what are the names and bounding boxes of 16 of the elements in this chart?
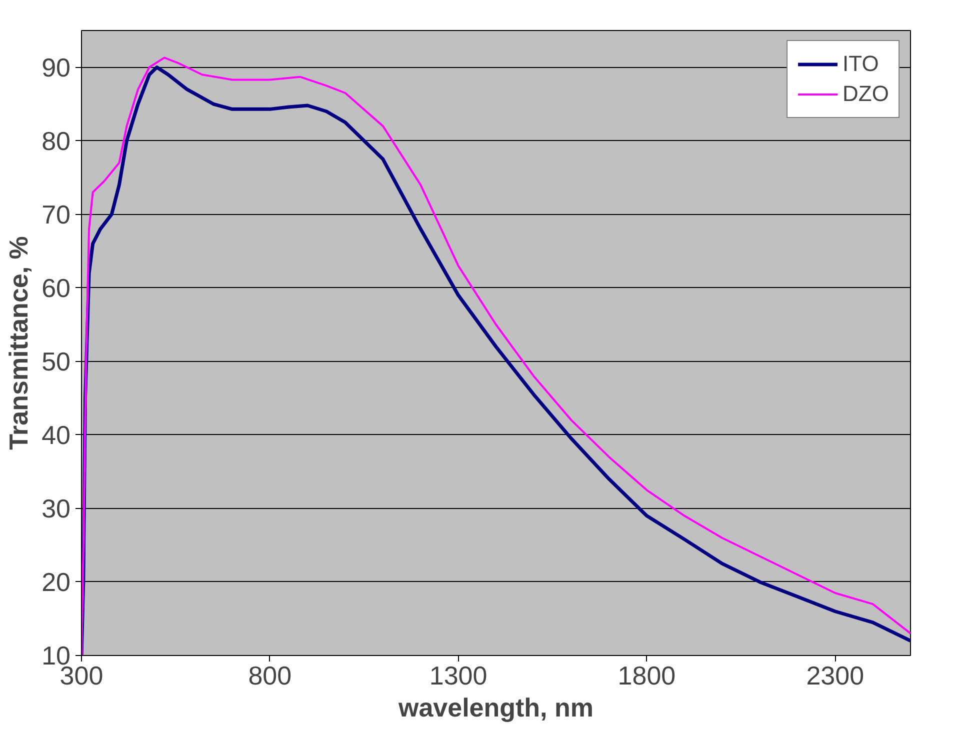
y-tick-label: 50: [42, 346, 70, 376]
y-tick-label: 40: [42, 420, 70, 450]
x-tick-label: 800: [248, 660, 292, 690]
y-tick-label: 80: [42, 126, 70, 156]
x-tick-label: 1800: [618, 660, 676, 690]
legend-label: ITO: [842, 51, 879, 77]
x-axis-title: wavelength, nm: [397, 692, 594, 722]
y-tick-label: 70: [42, 199, 70, 230]
y-axis-title: Transmittance, %: [4, 236, 34, 450]
x-tick-label: 1300: [429, 660, 488, 690]
y-tick-label: 90: [42, 52, 70, 82]
legend-label: DZO: [842, 81, 889, 107]
y-tick-label: 20: [42, 566, 70, 597]
y-tick-label: 60: [42, 272, 70, 303]
y-tick-label: 30: [42, 493, 70, 524]
x-tick-label: 2300: [806, 660, 864, 690]
